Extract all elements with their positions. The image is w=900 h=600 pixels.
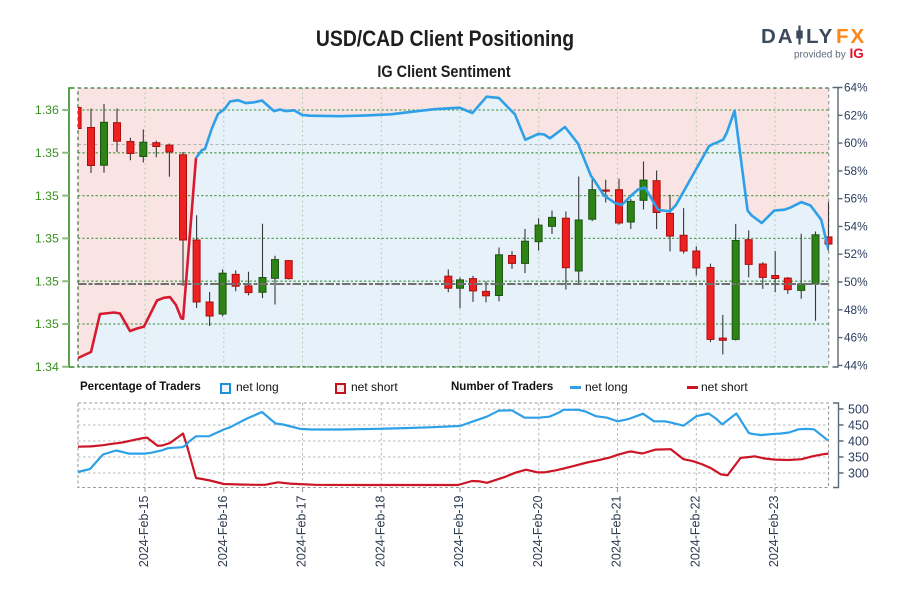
svg-text:50%: 50% — [844, 275, 868, 289]
svg-text:62%: 62% — [844, 108, 868, 122]
svg-text:1.35: 1.35 — [35, 232, 59, 246]
svg-text:52%: 52% — [844, 247, 868, 261]
svg-text:46%: 46% — [844, 331, 868, 345]
svg-text:1.35: 1.35 — [35, 189, 59, 203]
svg-text:64%: 64% — [844, 81, 868, 95]
svg-text:1.35: 1.35 — [35, 146, 59, 160]
svg-text:2024-Feb-17: 2024-Feb-17 — [295, 495, 309, 567]
svg-text:44%: 44% — [844, 358, 868, 372]
svg-text:2024-Feb-23: 2024-Feb-23 — [767, 495, 781, 567]
svg-text:60%: 60% — [844, 136, 868, 150]
svg-text:54%: 54% — [844, 219, 868, 233]
svg-text:1.35: 1.35 — [35, 274, 59, 288]
svg-text:IG: IG — [850, 46, 864, 61]
svg-text:2024-Feb-18: 2024-Feb-18 — [374, 495, 388, 567]
svg-text:2024-Feb-15: 2024-Feb-15 — [137, 495, 151, 567]
svg-text:1.34: 1.34 — [35, 360, 59, 374]
svg-text:FX: FX — [836, 25, 866, 48]
svg-text:2024-Feb-19: 2024-Feb-19 — [452, 495, 466, 567]
svg-text:300: 300 — [848, 467, 869, 481]
svg-text:LY: LY — [806, 25, 834, 48]
svg-text:56%: 56% — [844, 192, 868, 206]
svg-text:1.35: 1.35 — [35, 317, 59, 331]
svg-text:450: 450 — [848, 419, 869, 433]
svg-text:48%: 48% — [844, 303, 868, 317]
svg-text:350: 350 — [848, 451, 869, 465]
svg-text:2024-Feb-21: 2024-Feb-21 — [610, 495, 624, 567]
svg-text:400: 400 — [848, 435, 869, 449]
svg-text:2024-Feb-22: 2024-Feb-22 — [689, 495, 703, 567]
svg-text:2024-Feb-20: 2024-Feb-20 — [531, 495, 545, 567]
svg-text:1.36: 1.36 — [35, 103, 59, 117]
svg-text:DA: DA — [761, 25, 795, 48]
svg-text:2024-Feb-16: 2024-Feb-16 — [216, 495, 230, 567]
svg-text:58%: 58% — [844, 164, 868, 178]
svg-text:500: 500 — [848, 403, 869, 417]
svg-text:provided by: provided by — [794, 50, 846, 61]
